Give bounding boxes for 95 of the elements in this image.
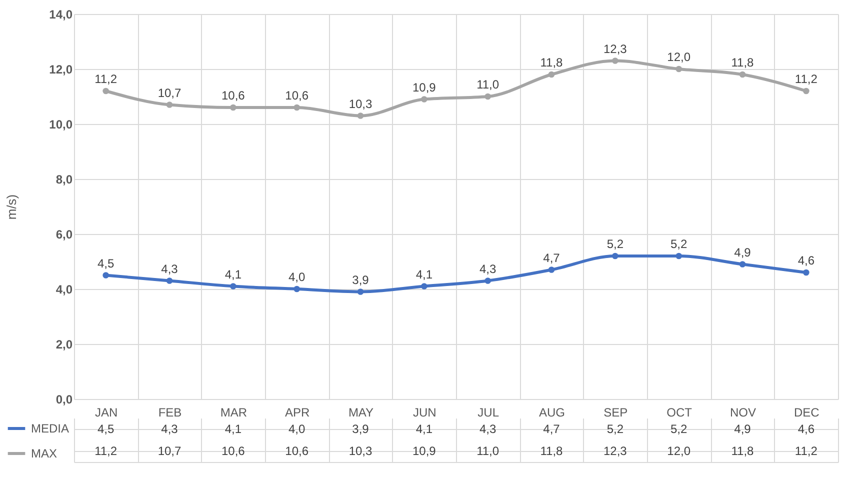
data-label: 4,7 xyxy=(543,422,560,436)
data-label: 3,9 xyxy=(352,422,370,436)
data-label: 10,7 xyxy=(158,444,182,458)
point xyxy=(676,252,682,260)
data-label: 4,5 xyxy=(97,422,114,436)
x-tick-label: JUN xyxy=(412,406,436,420)
point xyxy=(484,93,491,100)
data-label: 4,1 xyxy=(416,422,433,436)
point xyxy=(612,252,618,260)
data-label: 12,0 xyxy=(667,444,691,458)
y-axis-title: m/s) xyxy=(4,194,20,220)
x-tick-label: APR xyxy=(284,406,310,420)
text: 10,3 xyxy=(348,96,372,111)
y-tick-label: 8,0 xyxy=(56,172,73,186)
data-label: 11,0 xyxy=(476,444,500,458)
y-tick-label: 10,0 xyxy=(49,118,73,132)
text: 4,0 xyxy=(288,270,306,284)
y-tick-label: 4,0 xyxy=(56,282,73,296)
data-label: 4,3 xyxy=(479,422,496,436)
data-label: 5,2 xyxy=(606,422,624,436)
point xyxy=(548,266,555,273)
x-tick-label: AUG xyxy=(538,406,566,420)
y-tick-label: 6,0 xyxy=(56,228,73,242)
data-label: 11,8 xyxy=(540,444,564,458)
data-label: 10,3 xyxy=(348,444,372,458)
x-tick-label: MAR xyxy=(220,406,248,420)
x-tick-label: SEP xyxy=(604,406,628,420)
data-label: 4,9 xyxy=(734,422,752,436)
point xyxy=(357,288,364,295)
point xyxy=(294,286,300,292)
data-label: 11,8 xyxy=(731,444,754,458)
point xyxy=(230,104,236,111)
y-tick-label: 2,0 xyxy=(56,338,73,352)
data-label: 4,0 xyxy=(288,422,306,436)
text: 5,2 xyxy=(670,237,688,251)
text: 4,6 xyxy=(798,254,815,268)
x-tick-label: FEB xyxy=(158,406,182,420)
legend-label: MAX xyxy=(31,446,58,460)
text: 11,8 xyxy=(540,56,563,70)
text: 4,1 xyxy=(416,267,433,282)
text: 4,1 xyxy=(224,267,242,282)
point xyxy=(739,71,746,78)
point xyxy=(230,283,236,290)
text: 4,9 xyxy=(734,245,751,260)
text: 4,3 xyxy=(161,262,178,276)
point xyxy=(166,102,173,108)
point xyxy=(803,269,810,276)
point xyxy=(676,66,682,72)
text: 10,9 xyxy=(412,80,436,94)
text: 11,2 xyxy=(94,72,118,86)
data-label: 10,6 xyxy=(221,444,246,458)
text: 12,3 xyxy=(603,42,627,56)
point xyxy=(421,96,428,102)
point xyxy=(294,104,300,111)
x-tick-label: JUL xyxy=(478,406,500,420)
data-label: 4,1 xyxy=(224,422,242,436)
data-label: 4,3 xyxy=(161,422,178,436)
x-tick-label: JAN xyxy=(94,406,118,420)
point xyxy=(612,58,618,64)
text: 4,5 xyxy=(97,256,114,270)
text: 10,7 xyxy=(158,86,182,100)
data-label: 11,2 xyxy=(794,444,818,458)
text: 4,7 xyxy=(543,250,560,265)
y-tick-label: 14,0 xyxy=(49,8,73,22)
data-label: 10,6 xyxy=(285,444,309,458)
x-tick-label: NOV xyxy=(730,406,756,420)
x-tick-label: MAY xyxy=(348,406,374,420)
point xyxy=(484,278,491,284)
point xyxy=(166,278,173,284)
point xyxy=(102,272,109,278)
point xyxy=(357,112,364,119)
text: 5,2 xyxy=(606,237,624,251)
text: 11,0 xyxy=(476,78,500,92)
point xyxy=(548,71,555,78)
point xyxy=(739,261,746,268)
data-label: 11,2 xyxy=(94,444,118,458)
legend-label: MEDIA xyxy=(31,422,70,436)
text: 4,3 xyxy=(479,262,496,276)
x-tick-label: OCT xyxy=(666,406,693,420)
text: 3,9 xyxy=(352,272,369,287)
x-tick-label: DEC xyxy=(794,406,820,420)
point xyxy=(421,283,428,290)
data-label: 5,2 xyxy=(670,422,688,436)
y-tick-label: 12,0 xyxy=(49,62,73,76)
text: 11,8 xyxy=(731,56,754,70)
point xyxy=(803,88,810,94)
y-tick-label: 0,0 xyxy=(56,392,73,406)
text: 11,2 xyxy=(794,72,818,86)
text: 12,0 xyxy=(667,50,691,64)
data-label: 12,3 xyxy=(603,444,628,458)
data-label: 4,6 xyxy=(798,422,815,436)
text: 10,6 xyxy=(285,88,309,102)
data-label: 10,9 xyxy=(412,444,436,458)
point xyxy=(102,88,109,94)
text: 10,6 xyxy=(221,88,245,102)
